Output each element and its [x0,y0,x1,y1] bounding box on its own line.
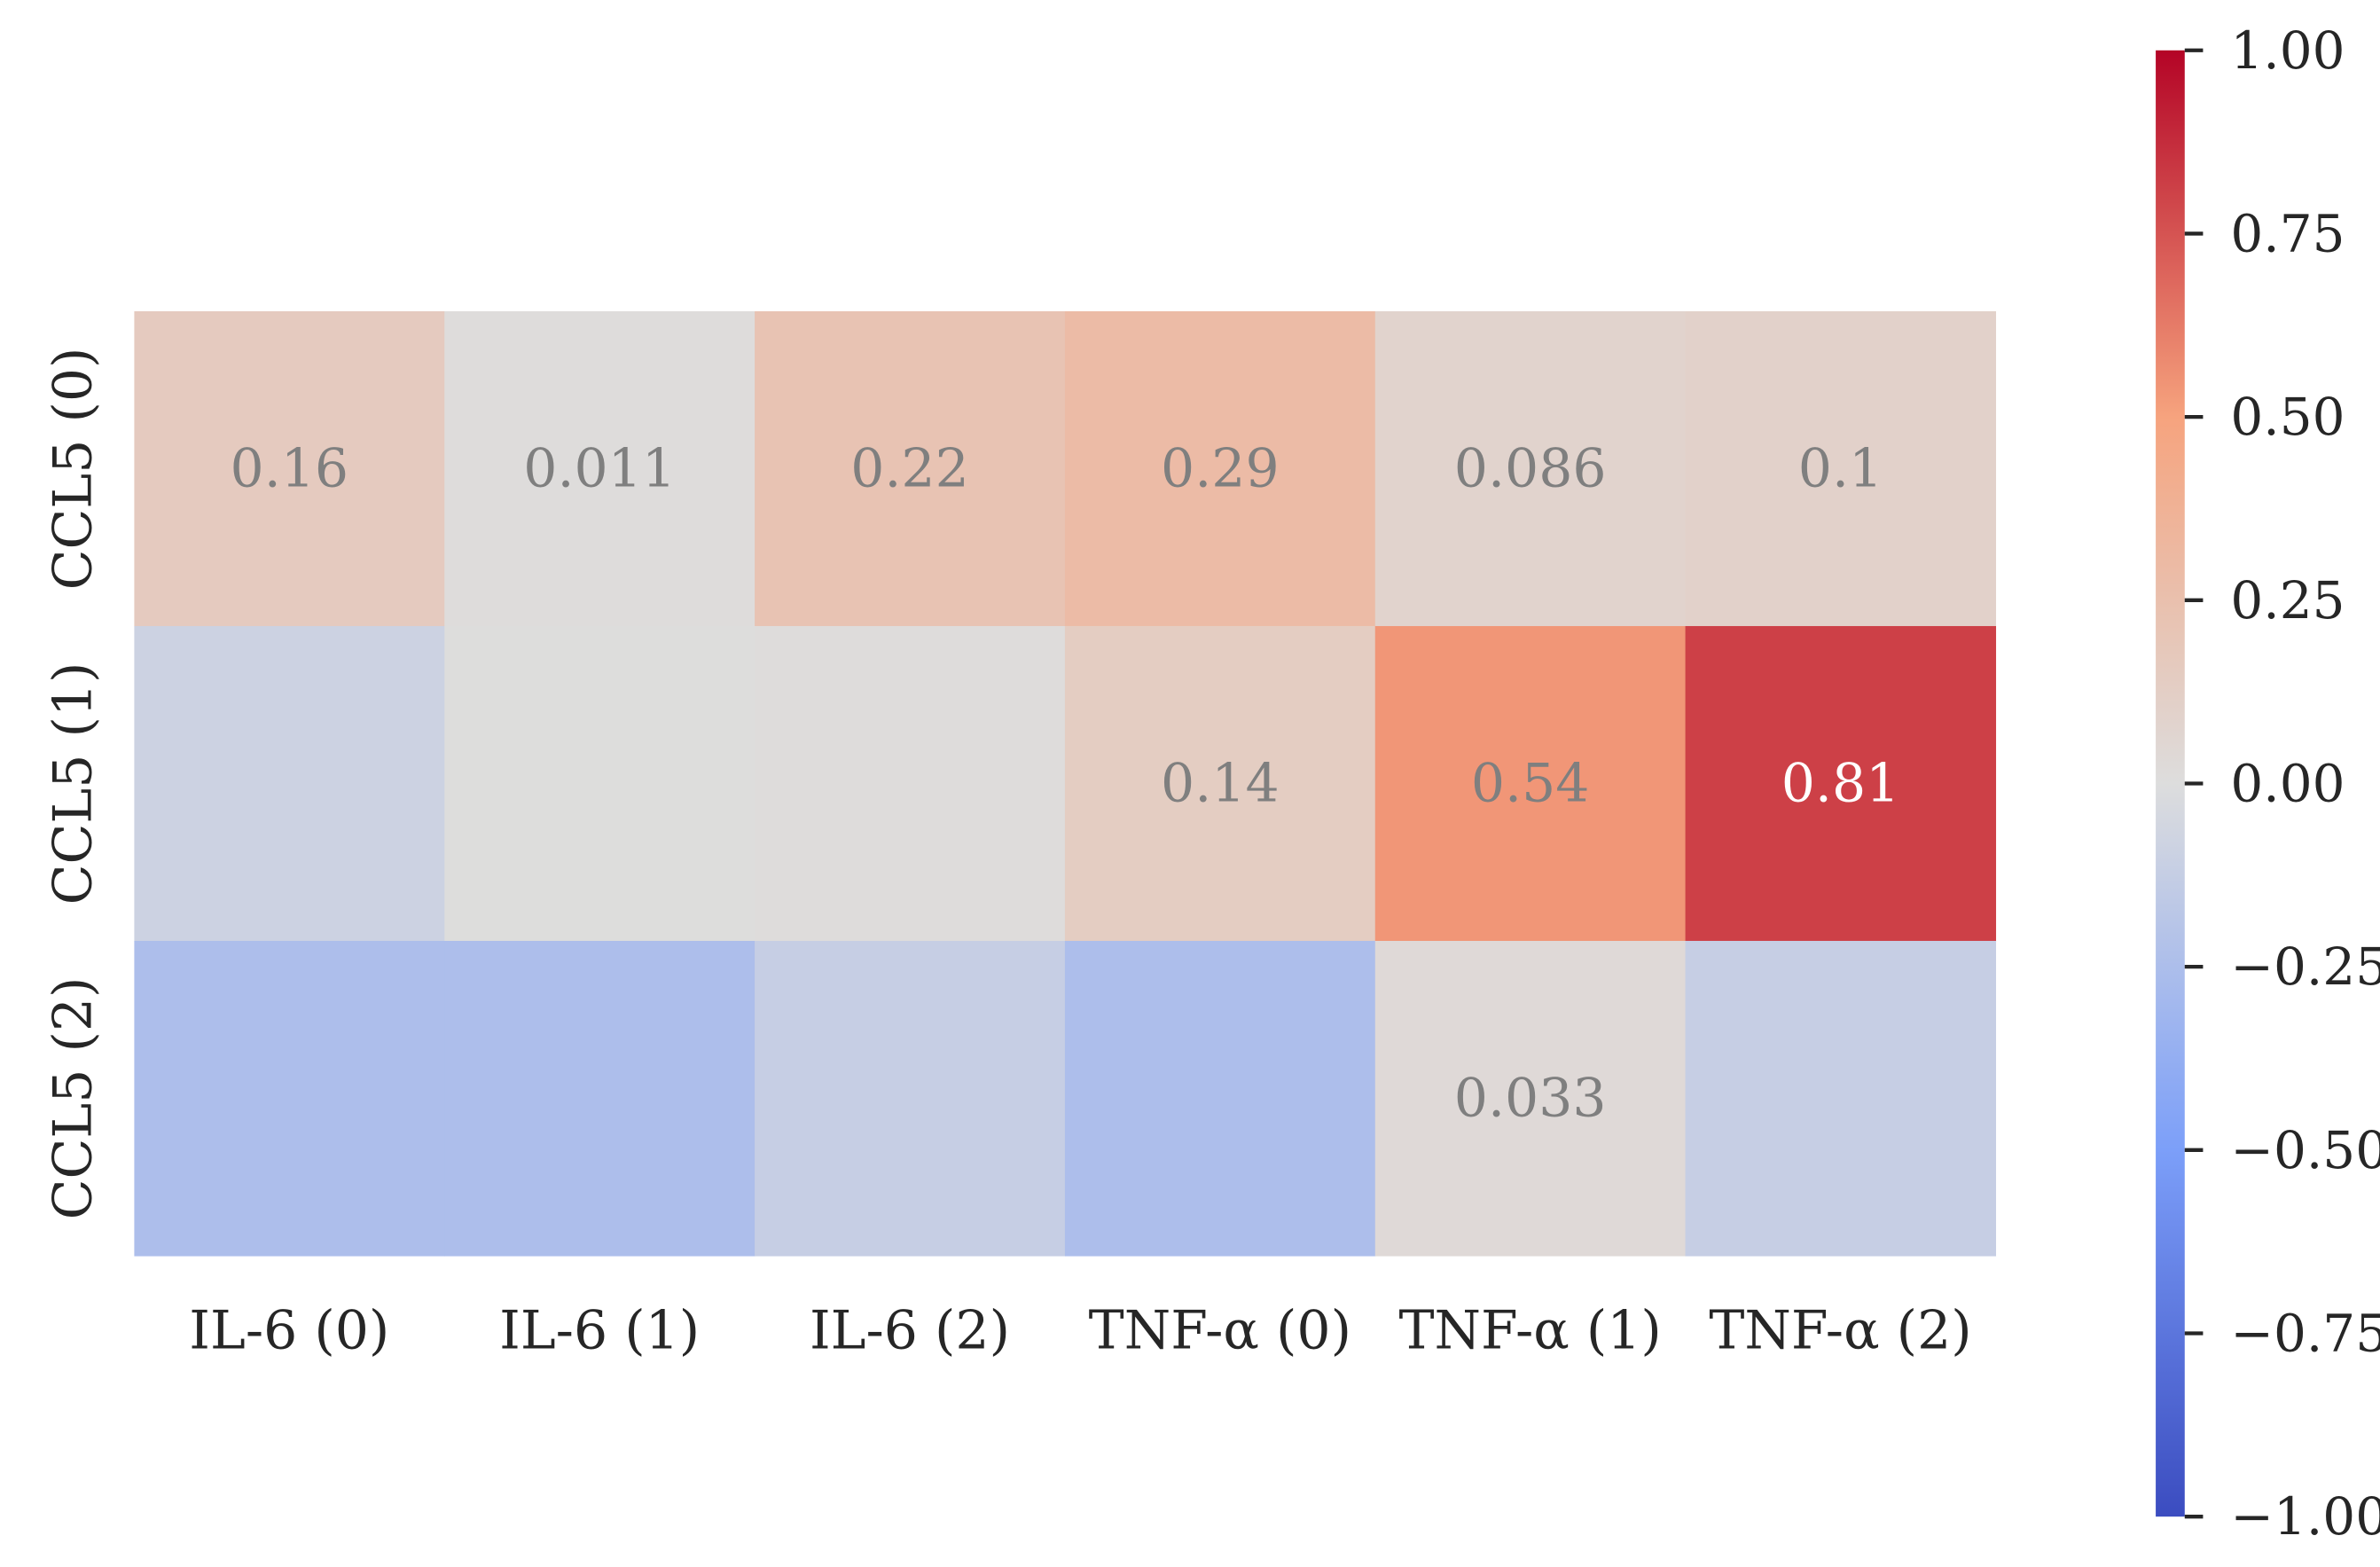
x-tick-label: IL-6 (0) [189,1299,389,1361]
heatmap-cell [755,310,1066,627]
colorbar-tick-label: −0.25 [2230,936,2380,997]
cell-annotation: 0.1 [1798,437,1883,499]
y-tick-labels: CCL5 (0) CCL5 (1) CCL5 (2) [43,348,105,1220]
heatmap-cell [134,310,445,627]
heatmap-cell [444,940,755,1257]
colorbar-tick-label: 1.00 [2230,20,2345,81]
x-tick-label: IL-6 (1) [499,1299,700,1361]
x-tick-label: TNF-α (0) [1089,1299,1351,1361]
cell-annotation: 0.54 [1471,752,1590,814]
heatmap-cell [444,625,755,942]
colorbar-tick-label: −0.50 [2230,1120,2380,1180]
heatmap-cell [1685,625,1997,942]
colorbar-tick-label: 0.00 [2230,753,2345,813]
x-tick-label: TNF-α (2) [1709,1299,1971,1361]
heatmap-cells [134,310,1997,1257]
cell-annotation: 0.14 [1161,752,1280,814]
x-tick-label: TNF-α (1) [1399,1299,1662,1361]
cell-annotation: 0.033 [1454,1067,1607,1129]
x-tick-labels: IL-6 (0) IL-6 (1) IL-6 (2) TNF-α (0) TNF-α (… [189,1299,1971,1361]
heatmap-cell [1374,625,1687,942]
heatmap-cell [1685,940,1997,1257]
heatmap-cell [755,625,1066,942]
colorbar: 1.00 0.75 0.50 0.25 0.00 −0.25 −0.50 −0.75 −1.00 [2156,20,2380,1547]
y-tick-label: CCL5 (2) [43,977,105,1220]
x-tick-label: IL-6 (2) [810,1299,1010,1361]
heatmap-cell [1064,625,1376,942]
colorbar-tick-label: −0.75 [2230,1304,2380,1364]
colorbar-tick-label: 0.25 [2230,570,2345,631]
heatmap-cell [1685,310,1997,627]
y-tick-label: CCL5 (0) [43,348,105,591]
heatmap-cell [1064,310,1376,627]
heatmap-cell [1374,940,1687,1257]
colorbar-tick-label: 0.50 [2230,387,2345,447]
cell-annotation: 0.011 [523,437,676,499]
colorbar-gradient [2156,50,2185,1517]
heatmap-cell [1064,940,1376,1257]
cell-annotation: 0.81 [1781,752,1900,814]
cell-annotation: 0.16 [231,437,349,499]
heatmap-cell [755,940,1066,1257]
colorbar-tick-label: −1.00 [2230,1486,2380,1547]
heatmap-cell [134,940,445,1257]
cell-annotations: 0.16 0.011 0.22 0.29 0.086 0.1 0.14 0.54 0.81 0.0… [231,437,1900,1129]
cell-annotation: 0.29 [1161,437,1280,499]
cell-annotation: 0.22 [850,437,969,499]
heatmap-cell [134,625,445,942]
heatmap-cell [444,310,755,627]
heatmap-cell [1374,310,1687,627]
colorbar-tick-label: 0.75 [2230,203,2345,263]
y-tick-label: CCL5 (1) [43,662,105,905]
cell-annotation: 0.086 [1454,437,1607,499]
